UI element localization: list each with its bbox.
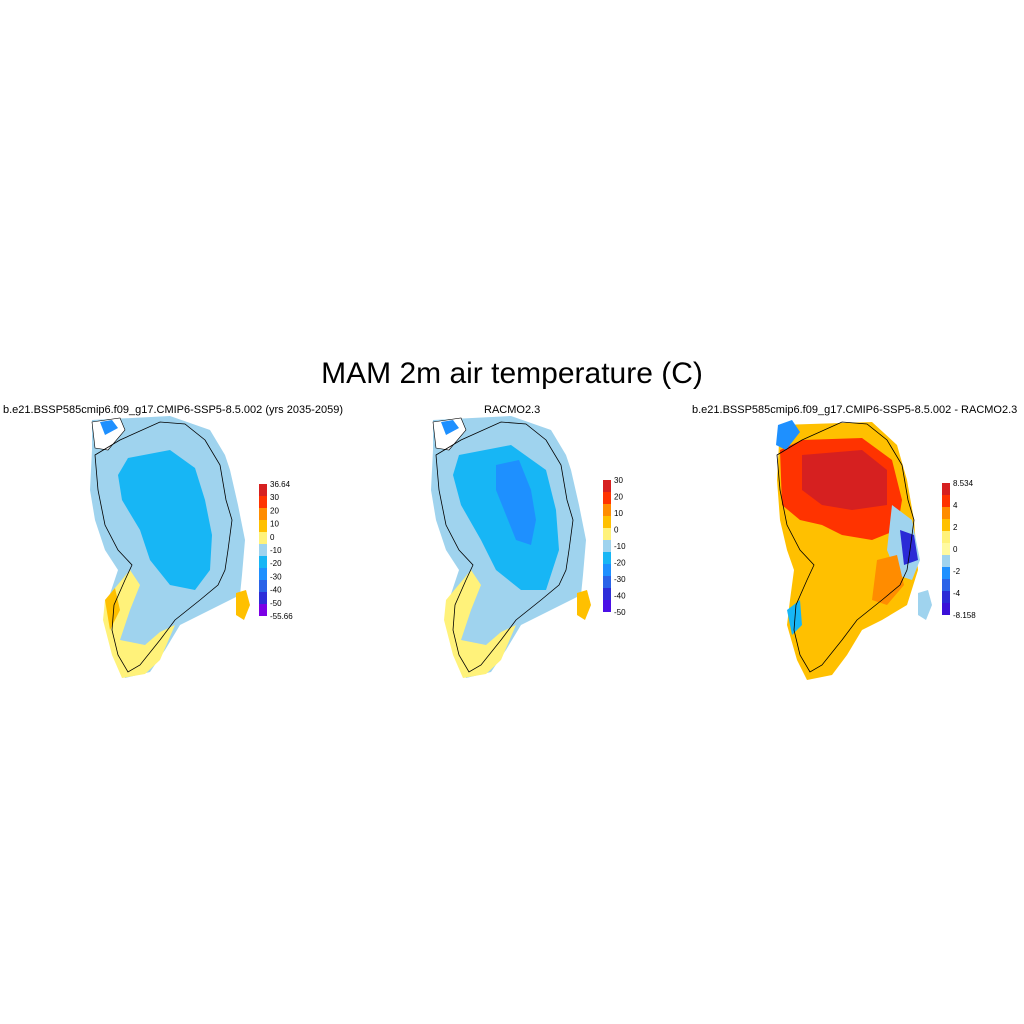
colorbar-label: -50 xyxy=(270,599,282,608)
coastline xyxy=(435,421,574,673)
colorbar-label: -30 xyxy=(270,572,282,581)
colorbar-label: 2 xyxy=(953,523,958,532)
colorbar-swatch xyxy=(603,540,611,552)
panel-2-title: RACMO2.3 xyxy=(484,404,541,416)
colorbar-swatch xyxy=(603,588,611,600)
colorbar-swatch xyxy=(942,495,950,507)
colorbar: -8.158 -4 -2 0 2 4 8.534 xyxy=(942,479,976,620)
colorbar-label: -30 xyxy=(614,575,626,584)
colorbar-label: 10 xyxy=(270,520,279,529)
colorbar-swatch xyxy=(603,480,611,492)
colorbar-label: 20 xyxy=(270,506,279,515)
colorbar-swatch xyxy=(942,543,950,555)
colorbar-label: -4 xyxy=(953,589,961,598)
colorbar-swatch xyxy=(603,600,611,612)
colorbar-swatch xyxy=(942,519,950,531)
panel-3-map: -8.158 -4 -2 0 2 4 8.534 xyxy=(776,420,976,680)
colorbar-label: -20 xyxy=(270,559,282,568)
colorbar-swatch xyxy=(259,532,267,544)
colorbar-swatch xyxy=(259,604,267,616)
colorbar-swatch xyxy=(942,507,950,519)
colorbar-label: -40 xyxy=(614,592,626,601)
colorbar-swatch xyxy=(942,603,950,615)
colorbar-label: -40 xyxy=(270,586,282,595)
colorbar-label: -50 xyxy=(614,608,626,617)
ice-land-field xyxy=(90,416,250,678)
colorbar-swatch xyxy=(942,591,950,603)
colorbar-swatch xyxy=(603,516,611,528)
colorbar-swatch xyxy=(259,580,267,592)
colorbar: -55.66 -50 -40 -30 -20 -10 0 10 20 30 36.64 xyxy=(259,480,293,621)
colorbar-label: 8.534 xyxy=(953,479,974,488)
colorbar-swatch xyxy=(603,504,611,516)
colorbar-label: 30 xyxy=(270,493,279,502)
colorbar-swatch xyxy=(603,576,611,588)
coastline xyxy=(776,421,915,673)
panel-1-map: -55.66 -50 -40 -30 -20 -10 0 10 20 30 36.64 xyxy=(90,416,293,678)
colorbar-label: -2 xyxy=(953,567,961,576)
colorbar-label: -8.158 xyxy=(953,611,976,620)
colorbar-label: -10 xyxy=(614,542,626,551)
colorbar-swatch xyxy=(259,592,267,604)
colorbar-swatch xyxy=(259,568,267,580)
colorbar-swatch xyxy=(259,556,267,568)
colorbar-swatch xyxy=(603,552,611,564)
colorbar-swatch xyxy=(942,555,950,567)
panel-3-title: b.e21.BSSP585cmip6.f09_g17.CMIP6-SSP5-8.… xyxy=(692,404,1018,416)
colorbar-swatch xyxy=(259,508,267,520)
colorbar-swatch xyxy=(603,492,611,504)
coastline xyxy=(94,421,233,673)
colorbar: -50 -40 -30 -20 -10 0 10 20 30 xyxy=(603,476,626,617)
colorbar-swatch xyxy=(603,564,611,576)
colorbar-swatch xyxy=(259,484,267,496)
colorbar-swatch xyxy=(942,567,950,579)
colorbar-swatch xyxy=(259,520,267,532)
figure-title: MAM 2m air temperature (C) xyxy=(321,357,703,390)
colorbar-label: -10 xyxy=(270,546,282,555)
colorbar-swatch xyxy=(603,528,611,540)
colorbar-label: -20 xyxy=(614,559,626,568)
panel-1-title: b.e21.BSSP585cmip6.f09_g17.CMIP6-SSP5-8.… xyxy=(3,404,343,416)
colorbar-label: 36.64 xyxy=(270,480,291,489)
colorbar-label: 0 xyxy=(270,533,275,542)
colorbar-swatch xyxy=(942,579,950,591)
colorbar-label: 0 xyxy=(614,526,619,535)
ice-land-field xyxy=(431,416,591,678)
colorbar-swatch xyxy=(942,483,950,495)
panel-2-map: -50 -40 -30 -20 -10 0 10 20 30 xyxy=(431,416,626,678)
colorbar-swatch xyxy=(942,531,950,543)
colorbar-label: 0 xyxy=(953,545,958,554)
colorbar-swatch xyxy=(259,496,267,508)
colorbar-label: 20 xyxy=(614,493,623,502)
ice-land-field xyxy=(776,420,932,680)
colorbar-label: 30 xyxy=(614,476,623,485)
colorbar-label: 4 xyxy=(953,501,958,510)
colorbar-label: 10 xyxy=(614,509,623,518)
colorbar-label: -55.66 xyxy=(270,612,293,621)
colorbar-swatch xyxy=(259,544,267,556)
